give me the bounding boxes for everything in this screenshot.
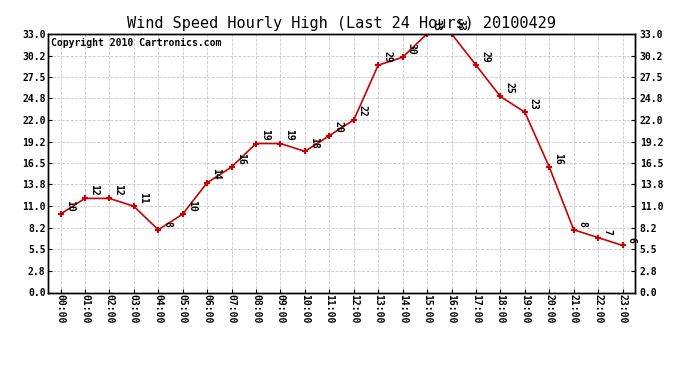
Text: 33: 33 (455, 19, 466, 31)
Text: 29: 29 (480, 51, 490, 62)
Text: 23: 23 (529, 98, 539, 109)
Text: 16: 16 (553, 153, 564, 164)
Text: 12: 12 (114, 184, 124, 196)
Text: 33: 33 (431, 19, 441, 31)
Text: 18: 18 (309, 137, 319, 148)
Text: 22: 22 (358, 105, 368, 117)
Text: 30: 30 (407, 43, 417, 54)
Text: 19: 19 (260, 129, 270, 141)
Text: 19: 19 (284, 129, 295, 141)
Text: 8: 8 (162, 221, 172, 227)
Title: Wind Speed Hourly High (Last 24 Hours) 20100429: Wind Speed Hourly High (Last 24 Hours) 2… (127, 16, 556, 31)
Text: Copyright 2010 Cartronics.com: Copyright 2010 Cartronics.com (51, 38, 221, 48)
Text: 10: 10 (65, 200, 75, 211)
Text: 29: 29 (382, 51, 393, 62)
Text: 8: 8 (578, 221, 588, 227)
Text: 10: 10 (187, 200, 197, 211)
Text: 25: 25 (504, 82, 515, 94)
Text: 7: 7 (602, 229, 612, 235)
Text: 20: 20 (333, 121, 344, 133)
Text: 6: 6 (627, 237, 637, 243)
Text: 11: 11 (138, 192, 148, 204)
Text: 12: 12 (89, 184, 99, 196)
Text: 16: 16 (236, 153, 246, 164)
Text: 14: 14 (211, 168, 221, 180)
